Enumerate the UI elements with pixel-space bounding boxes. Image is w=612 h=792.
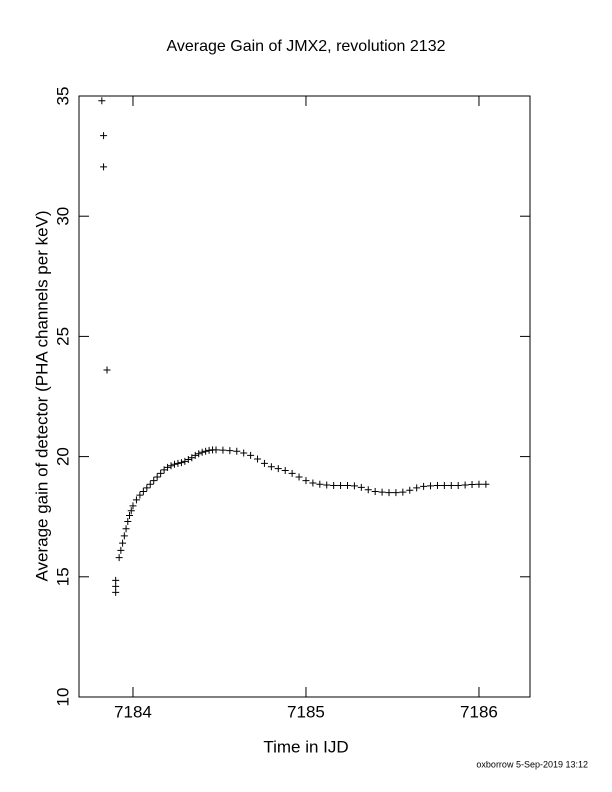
point [357, 483, 365, 491]
point [170, 460, 178, 468]
point [454, 481, 462, 489]
point [212, 446, 220, 454]
point [337, 481, 345, 489]
point [143, 484, 151, 492]
point [399, 488, 407, 496]
y-tick-label: 10 [53, 688, 72, 707]
point [281, 467, 289, 475]
point [316, 480, 324, 488]
point [164, 463, 172, 471]
point [127, 507, 135, 515]
y-tick-label: 30 [53, 207, 72, 226]
point [198, 448, 206, 456]
point [132, 496, 140, 504]
point [350, 482, 358, 490]
point [288, 469, 296, 477]
point [122, 525, 130, 533]
point [177, 459, 185, 467]
point [120, 532, 128, 540]
point [233, 447, 241, 455]
point [129, 502, 137, 510]
point [115, 554, 123, 562]
point [420, 482, 428, 490]
point [195, 450, 203, 458]
point [136, 491, 144, 499]
point [309, 479, 317, 487]
y-tick-label: 20 [53, 447, 72, 466]
point [475, 480, 483, 488]
point [226, 447, 234, 455]
point [413, 484, 421, 492]
point [202, 447, 210, 455]
point [117, 546, 125, 554]
point [150, 477, 158, 485]
chart-title: Average Gain of JMX2, revolution 2132 [167, 38, 446, 55]
footer: oxborrow 5-Sep-2019 13:12 [476, 759, 588, 769]
point [260, 459, 268, 467]
point [139, 487, 147, 495]
point [126, 511, 134, 519]
point [274, 465, 282, 473]
point [98, 97, 106, 105]
point [468, 480, 476, 488]
x-tick-label: 7185 [287, 702, 325, 721]
y-tick-label: 35 [53, 87, 72, 106]
point [392, 489, 400, 497]
point [146, 480, 154, 488]
point [254, 455, 262, 463]
point [191, 451, 199, 459]
x-tick-label: 7184 [114, 702, 152, 721]
point [247, 451, 255, 459]
point [461, 481, 469, 489]
x-axis-label: Time in IJD [263, 737, 348, 756]
point [447, 481, 455, 489]
point [295, 473, 303, 481]
point [440, 481, 448, 489]
point [267, 463, 275, 471]
point [103, 366, 111, 374]
point [112, 582, 120, 590]
x-tick-label: 7186 [460, 702, 498, 721]
point [124, 518, 132, 526]
point [100, 132, 108, 140]
point [181, 457, 189, 465]
y-tick-label: 25 [53, 327, 72, 346]
point [364, 486, 372, 494]
point [167, 462, 175, 470]
point [157, 469, 165, 477]
point [153, 473, 161, 481]
point [112, 588, 120, 596]
point [371, 487, 379, 495]
y-axis-label: Average gain of detector (PHA channels p… [32, 210, 51, 581]
point [100, 163, 108, 171]
point [174, 459, 182, 467]
point [330, 481, 338, 489]
point [433, 481, 441, 489]
point [385, 489, 393, 497]
point [406, 486, 414, 494]
point [427, 482, 435, 490]
point [219, 446, 227, 454]
point [482, 480, 490, 488]
point [378, 488, 386, 496]
point [323, 481, 331, 489]
point [184, 455, 192, 463]
point [240, 449, 248, 457]
plot-frame [78, 95, 531, 698]
point [343, 481, 351, 489]
point [119, 539, 127, 547]
point [112, 576, 120, 584]
y-tick-label: 15 [53, 567, 72, 586]
point [302, 477, 310, 485]
